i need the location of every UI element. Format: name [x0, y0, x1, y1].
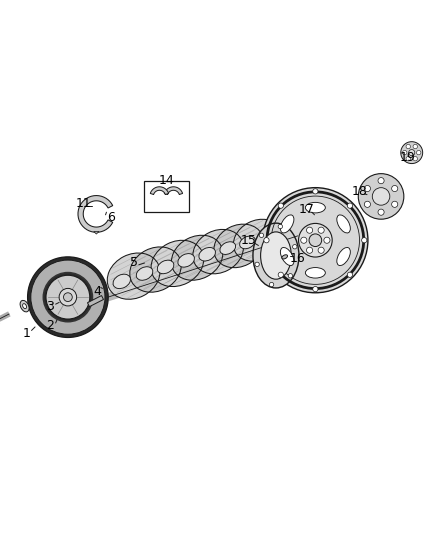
Circle shape — [43, 273, 92, 322]
Circle shape — [318, 247, 324, 253]
Ellipse shape — [280, 215, 294, 233]
Circle shape — [347, 203, 353, 208]
Circle shape — [255, 262, 259, 266]
Polygon shape — [78, 196, 113, 232]
Circle shape — [307, 247, 313, 253]
Circle shape — [64, 293, 72, 302]
Circle shape — [259, 233, 264, 238]
Circle shape — [307, 227, 313, 233]
Circle shape — [362, 238, 367, 243]
Ellipse shape — [305, 268, 325, 278]
Polygon shape — [94, 231, 99, 234]
Ellipse shape — [253, 223, 299, 288]
Ellipse shape — [337, 247, 350, 265]
Ellipse shape — [178, 254, 194, 267]
Ellipse shape — [23, 304, 27, 309]
Circle shape — [299, 223, 332, 257]
Circle shape — [347, 272, 353, 277]
Circle shape — [358, 174, 404, 219]
Circle shape — [313, 189, 318, 194]
Ellipse shape — [220, 242, 236, 254]
Circle shape — [324, 237, 330, 243]
Ellipse shape — [199, 247, 215, 261]
Circle shape — [313, 286, 318, 292]
Text: 16: 16 — [290, 252, 306, 265]
Text: 14: 14 — [159, 174, 174, 187]
Circle shape — [372, 188, 390, 205]
Circle shape — [309, 234, 321, 247]
Circle shape — [264, 238, 269, 243]
Circle shape — [392, 201, 398, 207]
Circle shape — [293, 245, 297, 249]
Circle shape — [378, 177, 384, 184]
Polygon shape — [164, 187, 183, 195]
Circle shape — [364, 201, 371, 207]
Text: 3: 3 — [46, 300, 54, 313]
Circle shape — [403, 150, 407, 155]
Text: 11: 11 — [75, 197, 91, 210]
Polygon shape — [150, 187, 169, 195]
Ellipse shape — [113, 274, 131, 288]
Ellipse shape — [136, 266, 153, 280]
Ellipse shape — [233, 219, 282, 261]
Circle shape — [288, 273, 293, 278]
Text: 2: 2 — [46, 319, 54, 332]
Polygon shape — [88, 296, 103, 306]
Ellipse shape — [20, 301, 29, 312]
Circle shape — [392, 185, 398, 191]
Text: 15: 15 — [241, 233, 257, 247]
Ellipse shape — [157, 260, 174, 274]
Circle shape — [378, 209, 384, 215]
Circle shape — [31, 260, 105, 334]
Text: 1: 1 — [22, 327, 30, 340]
Ellipse shape — [305, 203, 325, 213]
Circle shape — [59, 288, 77, 306]
Circle shape — [406, 157, 410, 161]
Circle shape — [301, 237, 307, 243]
Circle shape — [278, 224, 283, 229]
Text: 18: 18 — [351, 184, 367, 198]
Ellipse shape — [130, 247, 181, 292]
Circle shape — [401, 142, 423, 164]
Ellipse shape — [260, 231, 275, 243]
Circle shape — [269, 282, 274, 287]
Ellipse shape — [261, 232, 291, 279]
Circle shape — [263, 188, 368, 293]
Circle shape — [413, 144, 417, 149]
Ellipse shape — [171, 235, 223, 280]
Circle shape — [364, 185, 371, 191]
Ellipse shape — [107, 253, 160, 299]
Ellipse shape — [337, 215, 350, 233]
Text: 19: 19 — [399, 151, 415, 164]
Circle shape — [278, 272, 283, 277]
Circle shape — [278, 203, 283, 208]
Circle shape — [406, 144, 410, 149]
Text: 4: 4 — [93, 285, 101, 297]
Ellipse shape — [193, 229, 244, 274]
Circle shape — [28, 257, 108, 337]
Ellipse shape — [240, 236, 255, 249]
Ellipse shape — [282, 255, 287, 259]
Circle shape — [409, 150, 415, 156]
Circle shape — [417, 150, 421, 155]
Ellipse shape — [151, 240, 204, 287]
Circle shape — [413, 157, 417, 161]
Ellipse shape — [280, 247, 294, 265]
Ellipse shape — [214, 224, 264, 268]
Circle shape — [46, 275, 90, 319]
Text: 5: 5 — [130, 256, 138, 269]
Text: 6: 6 — [107, 211, 115, 224]
FancyBboxPatch shape — [144, 181, 189, 212]
Text: 17: 17 — [299, 203, 314, 216]
Circle shape — [318, 227, 324, 233]
